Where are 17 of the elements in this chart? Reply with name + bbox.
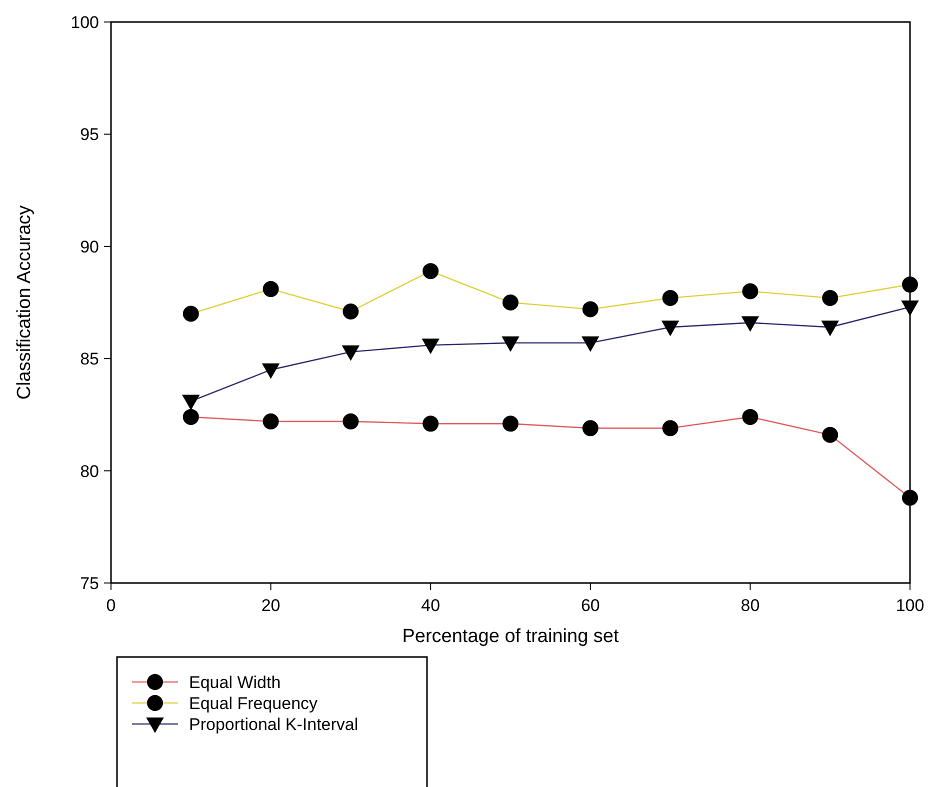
y-tick-label: 75: [80, 574, 99, 593]
y-tick-label: 95: [80, 125, 99, 144]
legend-label: Proportional K-Interval: [189, 715, 358, 734]
y-axis-title: Classification Accuracy: [14, 204, 35, 400]
y-tick-label: 90: [80, 237, 99, 256]
y-tick-label: 80: [80, 462, 99, 481]
x-tick-label: 40: [421, 596, 440, 615]
x-tick-label: 100: [896, 596, 924, 615]
legend-label: Equal Width: [189, 673, 281, 692]
x-axis-title: Percentage of training set: [402, 626, 620, 647]
y-tick-label: 100: [70, 13, 99, 32]
x-tick-label: 60: [580, 596, 600, 615]
x-tick-label: 20: [261, 596, 280, 615]
legend-label: Equal Frequency: [189, 694, 318, 713]
x-tick-label: 80: [740, 596, 760, 615]
x-tick-label: 0: [106, 596, 116, 615]
y-tick-label: 85: [80, 350, 99, 369]
